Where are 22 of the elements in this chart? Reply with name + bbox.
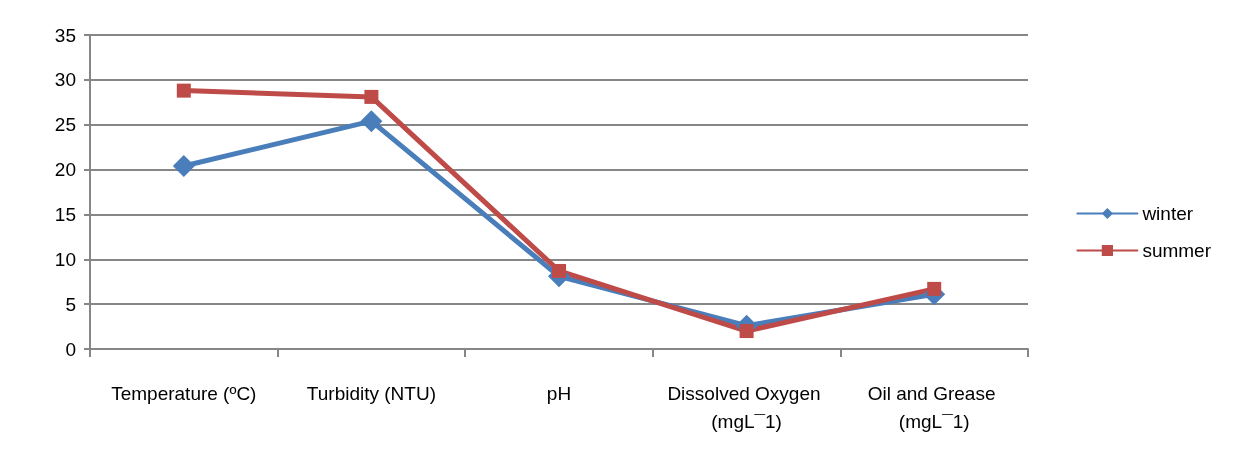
y-tick-label: 10 (54, 248, 76, 270)
x-tick-label: Turbidity (NTU) (306, 382, 436, 404)
point (927, 281, 942, 296)
legend-label: winter (1141, 203, 1194, 224)
y-tick-label: 35 (54, 24, 76, 46)
point (172, 154, 195, 177)
point (360, 110, 383, 133)
point (552, 263, 566, 278)
point (739, 324, 754, 339)
y-tick-label: 5 (65, 293, 76, 315)
y-tick-label: 0 (65, 338, 76, 360)
point (176, 83, 191, 98)
x-tick-label: Temperature (ºC) (111, 382, 257, 404)
y-tick-label: 30 (54, 69, 76, 91)
x-tick-label: Dissolved Oxygen (mgL¯1) (667, 382, 826, 432)
y-tick-label: 25 (54, 114, 76, 136)
legend-label: summer (1142, 240, 1212, 261)
point (364, 89, 379, 104)
y-tick-label: 20 (54, 159, 76, 181)
x-tick-label: Oil and Grease (mgL¯1) (867, 382, 1001, 432)
x-tick-label: pH (546, 382, 572, 404)
y-tick-label: 15 (54, 203, 76, 225)
